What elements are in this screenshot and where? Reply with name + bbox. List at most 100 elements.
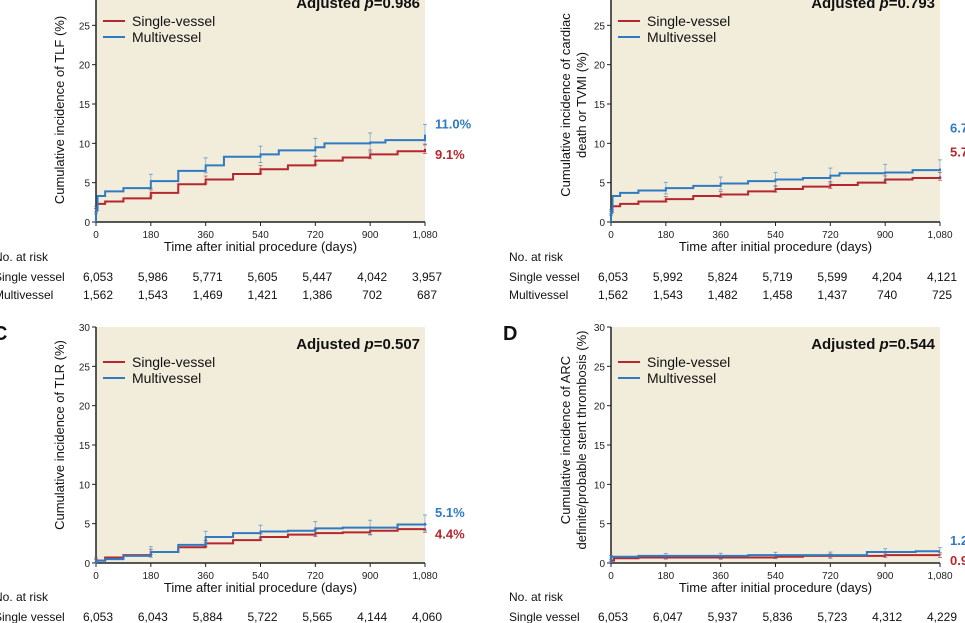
x-tick-label: 1,080 <box>927 571 952 582</box>
risk-table-cell: 1,421 <box>247 288 277 302</box>
risk-table-cell: 6,043 <box>138 610 168 623</box>
panel-1: 0 5 10 15 20 25 0 180 360 540 720 900 1,080 Time afte… <box>0 0 472 302</box>
risk-table-row-label: Multivessel <box>509 288 568 302</box>
y-tick-label: 10 <box>79 139 91 150</box>
plot-background <box>611 0 940 222</box>
x-tick-label: 720 <box>822 230 839 241</box>
risk-table-cell: 6,053 <box>83 610 113 623</box>
p-label: Adjusted <box>811 336 879 353</box>
x-tick-label: 0 <box>608 230 614 241</box>
y-tick-label: 20 <box>79 61 91 72</box>
y-tick-label: 0 <box>599 218 605 229</box>
risk-table-cell: 5,719 <box>762 270 792 284</box>
risk-table-cell: 4,060 <box>412 610 442 623</box>
legend-label-single: Single-vessel <box>132 354 215 370</box>
p-value: =0.793 <box>889 0 935 12</box>
risk-table-cell: 687 <box>417 288 437 302</box>
risk-table-cell: 1,437 <box>817 288 847 302</box>
panel-4: D 0 5 10 15 20 25 30 0 180 360 540 720 900 1,080 Time a… <box>503 323 965 623</box>
series-line-multi <box>610 168 941 222</box>
y-axis-label: Cumulative incidence of TLR (%) <box>52 340 67 530</box>
risk-table-cell: 5,836 <box>762 610 792 623</box>
end-value-label-multi: 1.2% <box>950 533 965 548</box>
p-value: =0.986 <box>374 0 420 12</box>
x-axis-label: Time after initial procedure (days) <box>164 580 357 595</box>
x-tick-label: 540 <box>252 571 269 582</box>
p-italic: p <box>879 336 889 353</box>
x-tick-label: 900 <box>877 571 894 582</box>
end-value-label-single: 0.9% <box>950 553 965 568</box>
risk-table-cell: 4,312 <box>872 610 902 623</box>
y-tick-label: 20 <box>594 402 606 413</box>
y-tick-label: 10 <box>594 139 606 150</box>
y-axis-label: definite/probable stent thrombosis (%) <box>574 331 589 550</box>
y-tick-label: 5 <box>599 179 605 190</box>
x-tick-label: 1,080 <box>412 571 437 582</box>
x-tick-label: 540 <box>252 230 269 241</box>
risk-table-cell: 4,042 <box>357 270 387 284</box>
legend-label-multi: Multivessel <box>647 370 716 386</box>
legend-label-multi: Multivessel <box>647 29 716 45</box>
adjusted-p-value: Adjusted p=0.793 <box>811 0 935 12</box>
y-axis-label: Cumulative incidence of ARC <box>558 356 573 524</box>
risk-table-row-label: Single vessel <box>0 610 65 623</box>
x-tick-label: 360 <box>197 230 214 241</box>
risk-table-row-label: Single vessel <box>509 270 580 284</box>
adjusted-p-value: Adjusted p=0.544 <box>811 336 935 353</box>
risk-table-cell: 6,053 <box>598 270 628 284</box>
risk-table-row-label: Single vessel <box>0 270 65 284</box>
y-tick-label: 30 <box>79 323 91 334</box>
x-tick-label: 720 <box>307 230 324 241</box>
y-tick-label: 15 <box>79 100 91 111</box>
plot-background <box>96 327 425 563</box>
risk-table-cell: 5,447 <box>302 270 332 284</box>
legend-label-single: Single-vessel <box>647 354 730 370</box>
x-axis-label: Time after initial procedure (days) <box>679 239 872 254</box>
risk-table-cell: 3,957 <box>412 270 442 284</box>
risk-table-cell: 5,605 <box>247 270 277 284</box>
risk-table-title: No. at risk <box>0 590 49 604</box>
x-tick-label: 540 <box>767 230 784 241</box>
x-tick-label: 0 <box>93 230 99 241</box>
y-tick-label: 0 <box>84 559 90 570</box>
y-tick-label: 25 <box>79 21 91 32</box>
panel-letter: C <box>0 323 7 345</box>
y-axis-label: death or TVMI (%) <box>574 52 589 158</box>
x-tick-label: 720 <box>307 571 324 582</box>
series-line-single <box>610 176 941 222</box>
x-tick-label: 900 <box>362 571 379 582</box>
risk-table-cell: 5,937 <box>708 610 738 623</box>
x-axis-label: Time after initial procedure (days) <box>164 239 357 254</box>
series-line-multi <box>95 522 426 563</box>
risk-table-title: No. at risk <box>509 590 564 604</box>
end-value-label-multi: 6.7% <box>950 121 965 136</box>
x-tick-label: 360 <box>197 571 214 582</box>
y-tick-label: 25 <box>79 362 91 373</box>
x-tick-label: 900 <box>877 230 894 241</box>
legend-label-single: Single-vessel <box>132 13 215 29</box>
risk-table-cell: 5,824 <box>708 270 738 284</box>
x-tick-label: 180 <box>142 230 159 241</box>
panel-letter: D <box>503 323 517 345</box>
p-italic: p <box>364 336 374 353</box>
x-tick-label: 1,080 <box>927 230 952 241</box>
risk-table-cell: 4,204 <box>872 270 902 284</box>
series-line-single <box>95 148 426 222</box>
y-tick-label: 15 <box>79 441 91 452</box>
risk-table-cell: 4,121 <box>927 270 957 284</box>
risk-table-cell: 5,722 <box>247 610 277 623</box>
p-label: Adjusted <box>296 0 364 12</box>
y-tick-label: 15 <box>594 441 606 452</box>
risk-table-cell: 6,047 <box>653 610 683 623</box>
risk-table-cell: 5,565 <box>302 610 332 623</box>
adjusted-p-value: Adjusted p=0.507 <box>296 336 420 353</box>
y-tick-label: 10 <box>594 480 606 491</box>
y-tick-label: 0 <box>84 218 90 229</box>
adjusted-p-value: Adjusted p=0.986 <box>296 0 420 12</box>
risk-table-cell: 1,458 <box>762 288 792 302</box>
y-axis-label: Cumulative incidence of cardiac <box>558 13 573 197</box>
x-tick-label: 180 <box>657 230 674 241</box>
x-tick-label: 540 <box>767 571 784 582</box>
risk-table-row-label: Single vessel <box>509 610 580 623</box>
risk-table-row-label: Multivessel <box>0 288 53 302</box>
